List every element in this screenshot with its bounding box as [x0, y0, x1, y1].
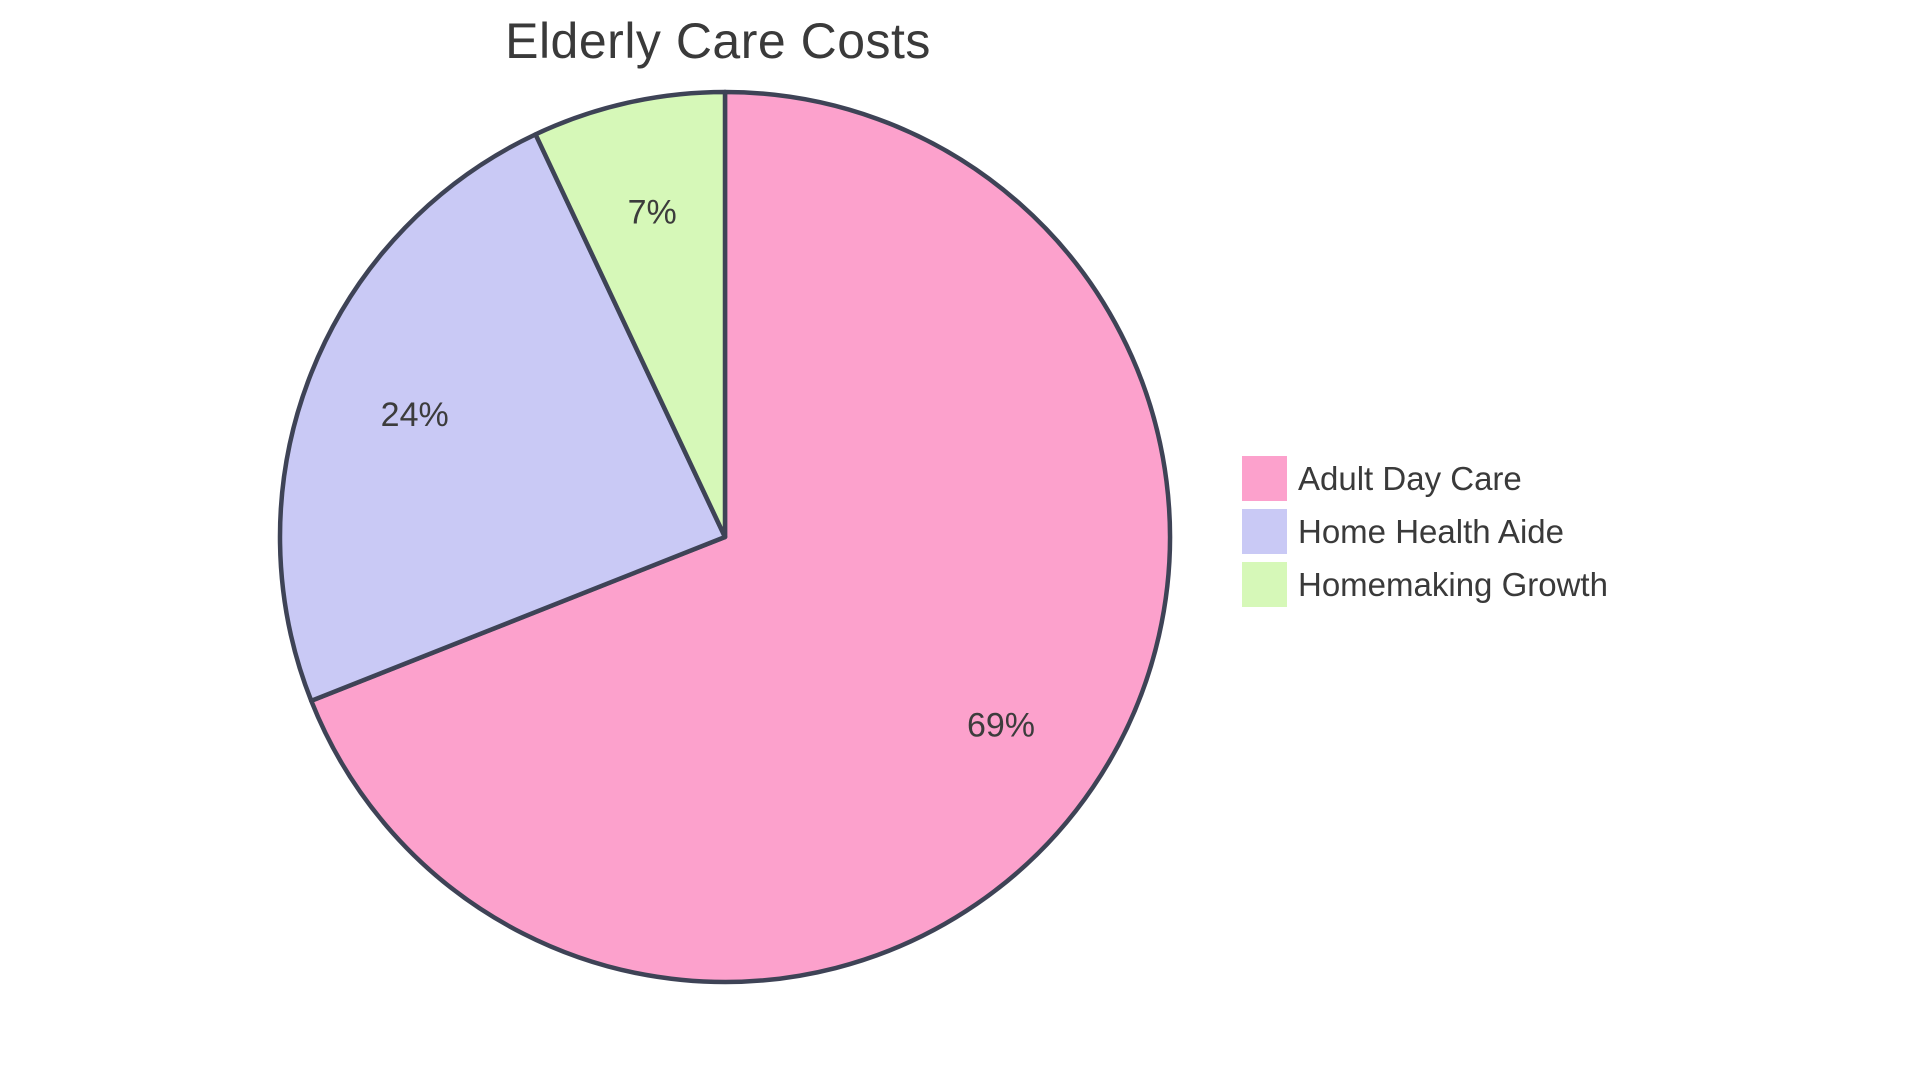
pie-slice-labels: 69% 24% 7%	[381, 193, 1035, 744]
slice-percent-label-adult-day-care: 69%	[967, 707, 1035, 745]
legend-swatch-homemaking-growth	[1242, 562, 1287, 607]
legend-label-homemaking-growth: Homemaking Growth	[1298, 566, 1608, 603]
slice-percent-label-home-health-aide: 24%	[381, 396, 449, 434]
pie-slice-home-health-aide[interactable]	[277, 132, 728, 704]
legend-item-home-health-aide[interactable]: Home Health Aide	[1242, 509, 1608, 554]
pie-slices	[277, 89, 1173, 985]
legend-item-homemaking-growth[interactable]: Homemaking Growth	[1242, 562, 1608, 607]
legend-label-adult-day-care: Adult Day Care	[1298, 460, 1522, 497]
pie-slice-homemaking-growth[interactable]	[533, 89, 728, 540]
legend-label-home-health-aide: Home Health Aide	[1298, 513, 1564, 550]
legend-swatch-adult-day-care	[1242, 456, 1287, 501]
legend-item-adult-day-care[interactable]: Adult Day Care	[1242, 456, 1608, 501]
slice-percent-label-homemaking-growth: 7%	[628, 193, 677, 231]
pie-slice-adult-day-care[interactable]	[309, 89, 1173, 985]
legend-swatch-home-health-aide	[1242, 509, 1287, 554]
legend: Adult Day Care Home Health Aide Homemaki…	[1242, 456, 1608, 615]
chart-title: Elderly Care Costs	[505, 13, 931, 69]
